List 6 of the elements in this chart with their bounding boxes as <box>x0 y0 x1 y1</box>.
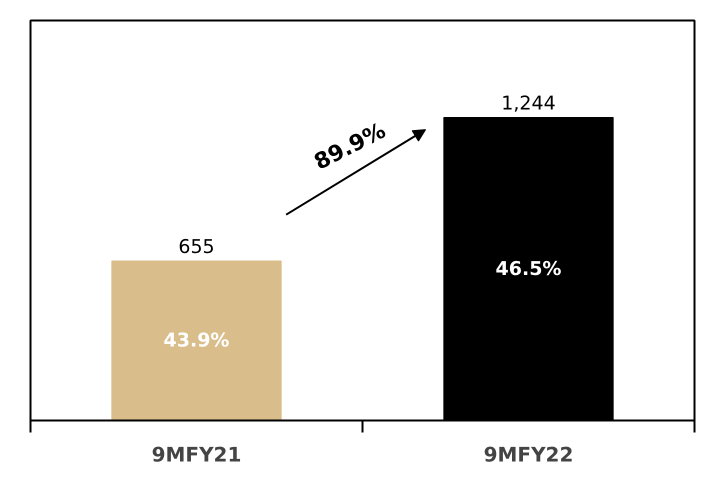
x-tick-label: 9MFY21 <box>152 442 242 466</box>
data-label: 655 <box>178 236 215 258</box>
annotation: 46.5% <box>496 258 562 280</box>
data-label: 1,244 <box>501 92 556 114</box>
x-tick-label: 9MFY22 <box>484 442 574 466</box>
annotation: 43.9% <box>164 330 230 352</box>
